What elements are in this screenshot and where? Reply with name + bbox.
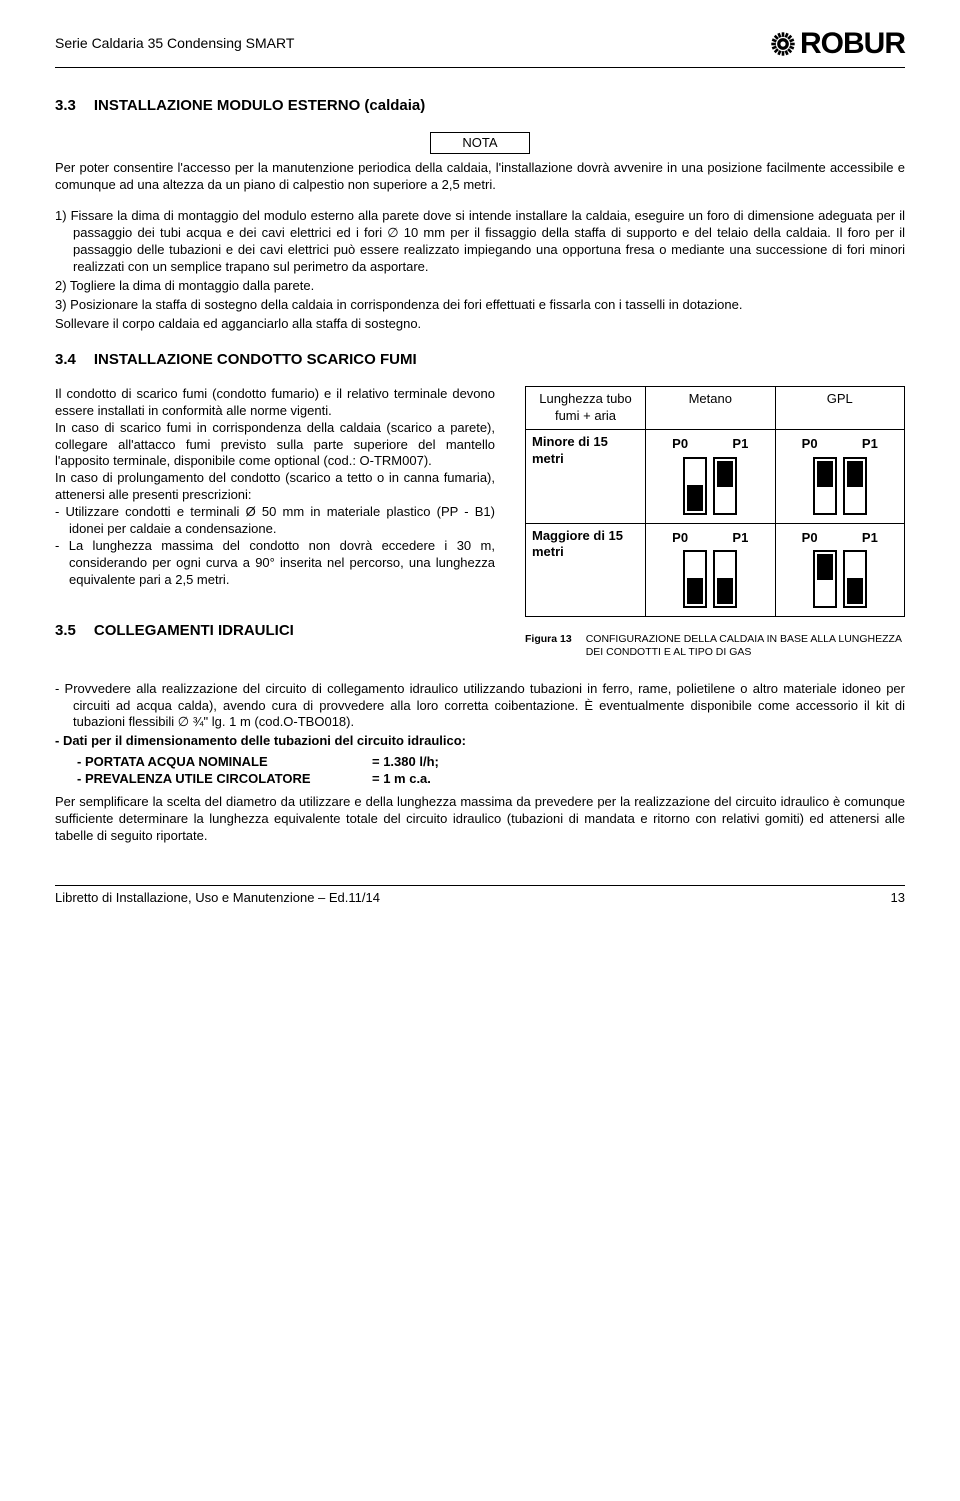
dip-switch-table: Lunghezza tubo fumi + aria Metano GPL Mi…: [525, 386, 905, 618]
para-1: Il condotto di scarico fumi (condotto fu…: [55, 386, 495, 420]
config-table-column: Lunghezza tubo fumi + aria Metano GPL Mi…: [525, 386, 905, 659]
table-header-length: Lunghezza tubo fumi + aria: [526, 386, 646, 429]
footer-left: Libretto di Installazione, Uso e Manuten…: [55, 890, 380, 907]
step-3: 3) Posizionare la staffa di sostegno del…: [55, 297, 905, 314]
step-2: 2) Togliere la dima di montaggio dalla p…: [55, 278, 905, 295]
section-3-3-num: 3.3: [55, 96, 76, 116]
dip-icon: [843, 550, 867, 608]
row-2-gpl: P0P1: [775, 523, 905, 617]
row-2-metano: P0P1: [646, 523, 776, 617]
row-1-metano: P0P1: [646, 429, 776, 523]
section-3-5-title: COLLEGAMENTI IDRAULICI: [94, 621, 294, 641]
hydraulic-dash-1: - Provvedere alla realizzazione del circ…: [55, 681, 905, 732]
lift-instruction: Sollevare il corpo caldaia ed agganciarl…: [55, 316, 905, 333]
figure-caption: Figura 13 CONFIGURAZIONE DELLA CALDAIA I…: [525, 633, 905, 658]
row-1-gpl: P0P1: [775, 429, 905, 523]
dip-icon: [813, 550, 837, 608]
header-series: Serie Caldaria 35 Condensing SMART: [55, 34, 294, 52]
section-3-3-heading: 3.3 INSTALLAZIONE MODULO ESTERNO (caldai…: [55, 96, 905, 116]
brand-text: ROBUR: [800, 24, 905, 63]
para-3: In caso di prolungamento del condotto (s…: [55, 470, 495, 504]
page-header: Serie Caldaria 35 Condensing SMART: [55, 24, 905, 68]
section-3-5-num: 3.5: [55, 621, 76, 641]
section-3-4-num: 3.4: [55, 350, 76, 370]
dip-icon: [683, 550, 707, 608]
nota-box: NOTA: [430, 132, 530, 155]
data-portata: - PORTATA ACQUA NOMINALE = 1.380 l/h;: [77, 754, 905, 771]
section-3-4-heading: 3.4 INSTALLAZIONE CONDOTTO SCARICO FUMI: [55, 350, 905, 370]
dip-icon: [843, 457, 867, 515]
section-3-4-text-column: Il condotto di scarico fumi (condotto fu…: [55, 386, 495, 659]
dash-2: - La lunghezza massima del condotto non …: [55, 538, 495, 589]
dip-icon: [813, 457, 837, 515]
data-prevalenza: - PREVALENZA UTILE CIRCOLATORE = 1 m c.a…: [77, 771, 905, 788]
table-header-gpl: GPL: [775, 386, 905, 429]
figure-text: CONFIGURAZIONE DELLA CALDAIA IN BASE ALL…: [586, 633, 905, 658]
row-1-label: Minore di 15 metri: [526, 429, 646, 523]
brand-logo: ROBUR: [770, 24, 905, 63]
section-3-3-title: INSTALLAZIONE MODULO ESTERNO (caldaia): [94, 96, 425, 116]
page-footer: Libretto di Installazione, Uso e Manuten…: [55, 885, 905, 907]
section-3-4-title: INSTALLAZIONE CONDOTTO SCARICO FUMI: [94, 350, 417, 370]
dip-icon: [713, 550, 737, 608]
section-3-3-intro: Per poter consentire l'accesso per la ma…: [55, 160, 905, 194]
dip-icon: [683, 457, 707, 515]
dip-icon: [713, 457, 737, 515]
figure-label: Figura 13: [525, 633, 572, 658]
hydraulic-final: Per semplificare la scelta del diametro …: [55, 794, 905, 845]
hydraulic-dash-2: - Dati per il dimensionamento delle tuba…: [55, 733, 905, 750]
footer-page-number: 13: [891, 890, 905, 907]
dash-1: - Utilizzare condotti e terminali Ø 50 m…: [55, 504, 495, 538]
row-2-label: Maggiore di 15 metri: [526, 523, 646, 617]
section-3-5-heading: 3.5 COLLEGAMENTI IDRAULICI: [55, 621, 495, 641]
gear-icon: [770, 31, 796, 57]
table-header-metano: Metano: [646, 386, 776, 429]
para-2: In caso di scarico fumi in corrispondenz…: [55, 420, 495, 471]
step-1: 1) Fissare la dima di montaggio del modu…: [55, 208, 905, 276]
